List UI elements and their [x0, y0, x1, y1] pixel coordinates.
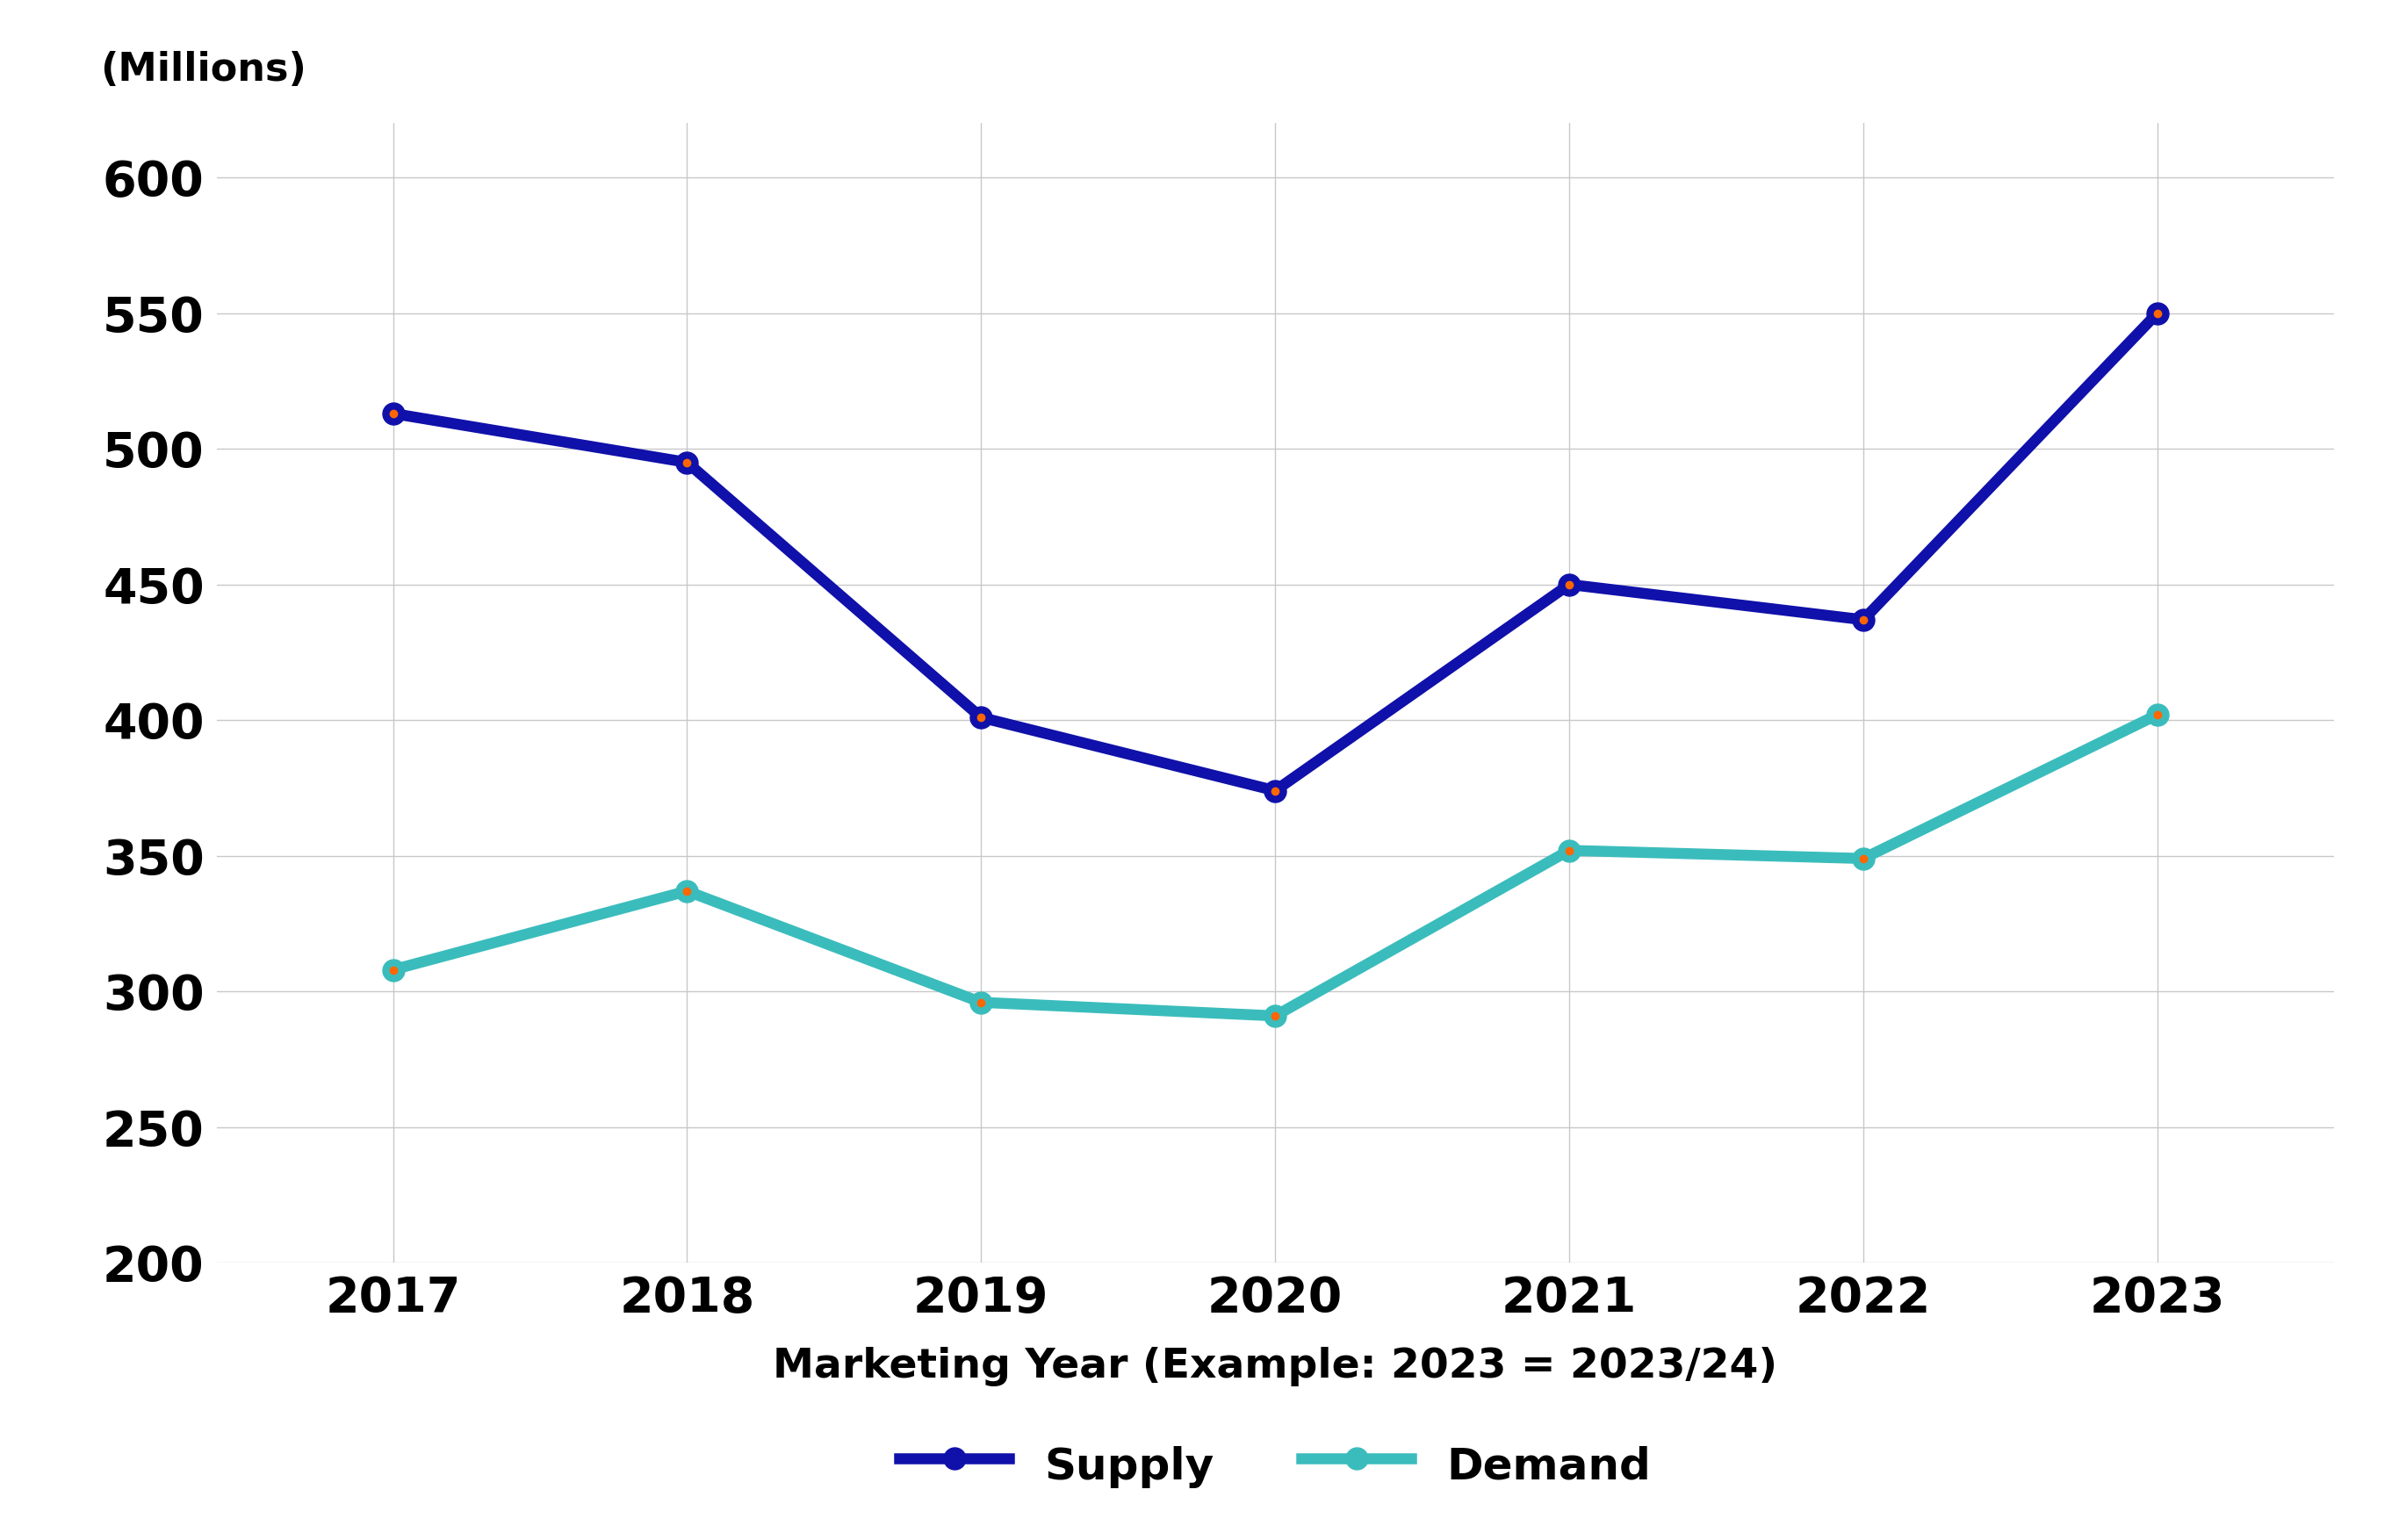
Line: Supply: Supply	[383, 302, 2168, 802]
Supply	[1261, 781, 1290, 799]
Supply	[1554, 576, 1583, 594]
Demand	[2144, 705, 2173, 724]
Demand	[1554, 841, 1583, 859]
Supply	[674, 453, 703, 471]
Supply	[378, 405, 407, 424]
Demand	[967, 993, 996, 1012]
Supply	[967, 708, 996, 727]
Supply	[1848, 610, 1877, 628]
Demand	[378, 961, 407, 979]
Line: Demand: Demand	[383, 704, 2168, 1027]
Legend: Supply, Demand: Supply, Demand	[900, 1438, 1651, 1492]
Supply	[2144, 303, 2173, 322]
Demand	[674, 882, 703, 901]
Demand	[1261, 1007, 1290, 1026]
Demand	[1848, 849, 1877, 867]
X-axis label: Marketing Year (Example: 2023 = 2023/24): Marketing Year (Example: 2023 = 2023/24)	[772, 1348, 1778, 1386]
Text: (Millions): (Millions)	[101, 51, 306, 89]
